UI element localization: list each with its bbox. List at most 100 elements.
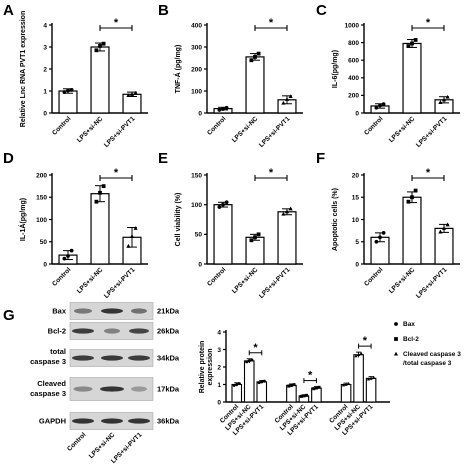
blot-band (131, 308, 147, 314)
data-point-d (94, 199, 99, 204)
y-tick-label-b: 0 (198, 110, 202, 117)
y-tick-label-c: 0 (355, 110, 359, 117)
data-point-g (312, 387, 316, 391)
x-tick-label-f: LPS+si-NC (388, 266, 417, 295)
data-point-d (101, 184, 106, 189)
data-point-d (69, 248, 74, 253)
data-point-b (281, 100, 286, 105)
x-tick-label-e: LPS+si-NC (231, 266, 260, 295)
y-tick-label-d: 0 (43, 261, 47, 268)
y-tick-label-f: 15 (352, 195, 360, 202)
blot-lane-label: LPS+si-NC (88, 431, 117, 460)
y-tick-label-a: 2 (43, 66, 47, 73)
sig-star-b: * (269, 17, 274, 29)
y-axis-label-d: IL-1Á(pg/mg) (18, 198, 27, 241)
data-point-e (249, 238, 254, 243)
blot-band (101, 355, 123, 361)
y-tick-label-d: 50 (40, 239, 48, 246)
data-point-a (101, 41, 106, 46)
data-point-b (221, 107, 225, 111)
y-tick-label-g: 0 (217, 399, 221, 406)
data-point-g (292, 383, 296, 387)
bar-c (402, 42, 422, 114)
data-point-g (359, 351, 363, 355)
blot-size-label: 21kDa (157, 307, 180, 316)
data-point-e (221, 202, 225, 207)
y-tick-label-a: 0 (43, 110, 47, 117)
data-point-f (441, 226, 447, 230)
data-point-f (445, 222, 450, 227)
data-point-a (94, 48, 99, 53)
legend-label-g: Bcl-2 (403, 336, 419, 343)
data-point-c (378, 103, 382, 108)
data-point-g (314, 386, 318, 390)
data-point-g (247, 359, 251, 363)
data-point-d (66, 254, 70, 258)
blot-band (72, 355, 94, 361)
y-axis-label-e: Cell viability (%) (175, 193, 182, 247)
x-tick-label-f: Control (363, 266, 384, 287)
sig-star-g: * (363, 335, 368, 347)
bar-g (340, 383, 352, 403)
sig-star-a: * (114, 17, 119, 29)
sig-star-c: * (426, 17, 431, 29)
data-point-a (66, 88, 70, 93)
y-tick-label-c: 200 (348, 93, 359, 100)
data-point-g (260, 380, 264, 384)
panel-label-g: G (3, 307, 15, 324)
y-tick-label-c: 1000 (345, 22, 360, 29)
y-tick-label-d: 100 (36, 217, 47, 224)
x-tick-label-d: LPS+si-PVT1 (103, 266, 137, 300)
data-point-g (257, 381, 261, 385)
sig-star-f: * (426, 167, 431, 179)
data-point-g (250, 358, 254, 362)
sig-star-e: * (269, 167, 274, 179)
data-point-c (441, 97, 447, 102)
blot-band (128, 418, 150, 424)
y-tick-label-f: 0 (355, 261, 359, 268)
bar-a (122, 93, 142, 114)
blot-protein-label: Cleaved (37, 379, 66, 388)
x-tick-label-b: LPS+si-NC (231, 115, 260, 144)
data-point-d (98, 190, 102, 195)
data-point-g (354, 354, 358, 358)
data-point-c (381, 102, 386, 107)
data-point-c (413, 38, 418, 42)
panel-label-a: A (3, 2, 14, 19)
data-point-g (366, 377, 371, 381)
data-point-e (281, 211, 286, 216)
data-point-e (217, 205, 222, 209)
y-axis-label-a: Relative Lnc RNA PVT1 expression (20, 11, 27, 127)
data-point-e (288, 206, 293, 211)
blot-band (101, 418, 123, 424)
chart-a: 0 1 2 3 4 Relative Lnc RNA PVT1 expression Con… (20, 11, 148, 149)
x-tick-label-e: Control (206, 266, 227, 287)
y-axis-label-f: Apoptotic cells (%) (332, 188, 339, 251)
y-tick-label-e: 50 (195, 232, 203, 239)
legend-marker-g (394, 322, 398, 326)
data-point-c (438, 100, 443, 104)
blot-band (72, 328, 94, 334)
data-point-b (288, 94, 293, 99)
data-point-g (347, 382, 351, 385)
data-point-d (129, 234, 135, 238)
data-point-g (289, 383, 293, 387)
data-point-f (410, 195, 414, 200)
x-tick-label-d: LPS+si-NC (76, 266, 105, 295)
data-point-g (299, 394, 303, 398)
data-point-c (374, 105, 379, 110)
data-point-g (344, 382, 348, 386)
data-point-e (284, 209, 290, 214)
x-tick-label-c: LPS+si-NC (388, 115, 417, 144)
y-axis-label-c: IL-6(pg/mg) (332, 50, 339, 88)
blot-band (128, 355, 150, 361)
x-tick-label-b: Control (206, 115, 227, 136)
bar-f (434, 227, 454, 265)
sig-star-g: * (253, 342, 258, 354)
legend-label-g: Cleaved caspase 3 (403, 351, 461, 358)
blot-protein-label: Bax (52, 307, 67, 316)
blot-size-label: 36kDa (157, 417, 180, 426)
